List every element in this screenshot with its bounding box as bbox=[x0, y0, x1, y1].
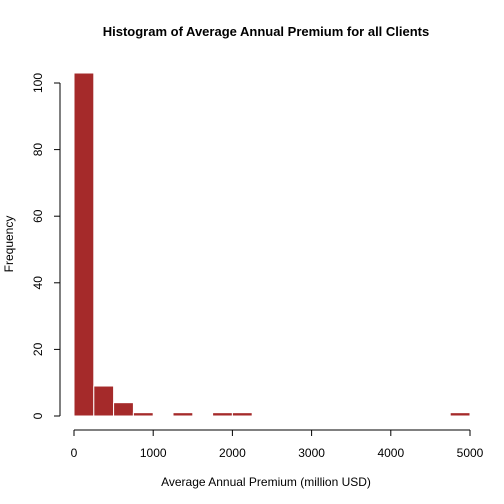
histogram-bar-0 bbox=[73, 72, 95, 417]
bars-group bbox=[73, 72, 471, 417]
x-tick-label-0: 0 bbox=[71, 446, 78, 460]
x-tick-label-2: 2000 bbox=[219, 446, 246, 460]
histogram-bar-7 bbox=[212, 412, 233, 417]
x-tick-label-4: 4000 bbox=[377, 446, 404, 460]
histogram-bar-3 bbox=[132, 412, 154, 417]
histogram-bar-5 bbox=[172, 412, 194, 417]
y-tick-label-1: 20 bbox=[31, 342, 45, 356]
histogram-bar-2 bbox=[113, 402, 134, 417]
y-tick-label-2: 40 bbox=[31, 276, 45, 290]
y-tick-label-5: 100 bbox=[31, 73, 45, 93]
x-tick-label-5: 5000 bbox=[457, 446, 484, 460]
histogram-bar-19 bbox=[449, 412, 471, 417]
x-axis: 0 1000 2000 3000 4000 5000 bbox=[71, 429, 484, 460]
y-tick-label-4: 80 bbox=[31, 143, 45, 157]
histogram-bar-8 bbox=[231, 412, 253, 417]
x-axis-label: Average Annual Premium (million USD) bbox=[161, 475, 371, 489]
histogram-bar-1 bbox=[93, 385, 115, 417]
chart-title: Histogram of Average Annual Premium for … bbox=[103, 24, 430, 39]
y-tick-label-0: 0 bbox=[31, 412, 45, 419]
y-tick-label-3: 60 bbox=[31, 209, 45, 223]
x-tick-label-1: 1000 bbox=[140, 446, 167, 460]
x-tick-label-3: 3000 bbox=[298, 446, 325, 460]
y-axis: 0 20 40 60 80 100 bbox=[31, 73, 61, 419]
y-axis-label: Frequency bbox=[2, 216, 16, 273]
